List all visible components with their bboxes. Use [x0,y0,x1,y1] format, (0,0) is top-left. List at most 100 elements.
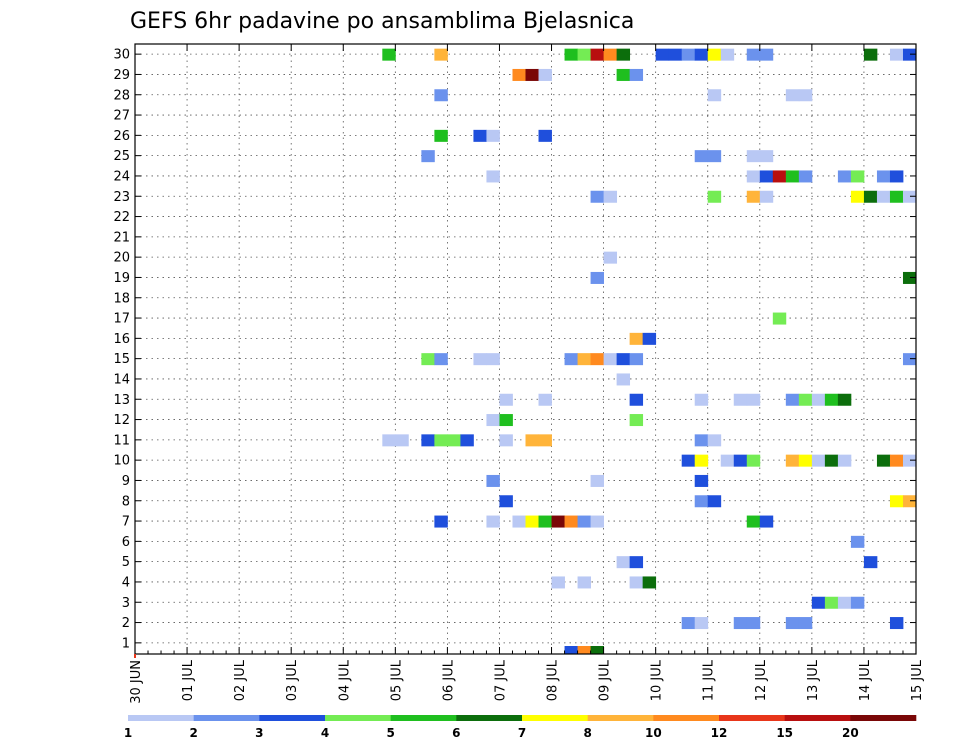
heatmap-cell [889,48,904,61]
heatmap-cell [629,393,644,406]
x-tick-label: 11 JUL [702,659,717,701]
heatmap-cell [746,48,761,61]
grid-lines [135,44,916,654]
y-tick-label: 2 [122,616,130,631]
heatmap-cell [642,576,657,589]
heatmap-cell [746,617,761,630]
heatmap-cell [512,515,526,528]
heatmap-cell [538,68,552,81]
y-tick-label: 3 [122,596,130,611]
heatmap-cell [577,48,591,61]
y-tick-label: 17 [113,312,130,327]
heatmap-cell [694,474,709,487]
heatmap-cell [707,89,722,102]
colorbar-segment [193,715,260,721]
heatmap-cell [798,170,813,183]
heatmap-cell [694,48,709,61]
heatmap-cell [525,515,539,528]
heatmap-cell [746,515,761,528]
heatmap-cell [837,393,852,406]
heatmap-cell [629,332,644,345]
colorbar-label: 7 [518,726,526,740]
heatmap-cell [759,515,774,528]
y-tick-label: 28 [113,88,130,103]
heatmap-cell [746,454,761,467]
heatmap-cell [902,353,917,366]
heatmap-cell [902,495,917,508]
heatmap-cell [902,454,917,467]
colorbar-label: 15 [776,726,793,740]
heatmap-cell [486,474,500,487]
heatmap-cell [460,434,474,447]
heatmap-cell [889,454,904,467]
y-tick-label: 13 [113,393,130,408]
heatmap-cell [603,190,618,203]
heatmap-cell [811,454,826,467]
colorbar-segment [653,715,720,721]
x-tick-label: 15 JUL [910,659,925,701]
heatmap-cell [473,129,487,142]
heatmap-cell [889,170,904,183]
x-tick-label: 14 JUL [858,659,873,701]
heatmap-cell [850,190,865,203]
heatmap-cell [525,68,539,81]
heatmap-cell [902,271,917,284]
colorbar-legend: 1 2 3 4 5 6 7 8 10 12 15 20 [124,715,917,740]
heatmap-cell [889,190,904,203]
heatmap-cell [551,515,565,528]
heatmap-cell [837,170,852,183]
x-tick-label: 12 JUL [754,659,769,701]
y-tick-label: 19 [113,271,130,286]
heatmap-cell [876,454,891,467]
heatmap-cell [421,353,435,366]
heatmap-cell [707,190,722,203]
heatmap-cell [759,190,774,203]
y-tick-label: 21 [113,230,130,245]
heatmap-cell [850,535,865,548]
heatmap-cell [694,434,709,447]
heatmap-cell [824,454,839,467]
heatmap-cell [694,454,709,467]
colorbar-label: 12 [711,726,728,740]
colorbar-label: 8 [583,726,591,740]
heatmap-cell [811,393,826,406]
heatmap-cell [616,353,631,366]
heatmap-cell [707,495,722,508]
heatmap-cell [564,353,578,366]
heatmap-cell [486,170,500,183]
heatmap-cell [473,353,487,366]
heatmap-cell [434,515,448,528]
heatmap-cell [616,48,631,61]
heatmap-cell [785,170,800,183]
heatmap-cell [798,89,813,102]
y-tick-label: 4 [122,575,130,590]
heatmap-cell [863,48,878,61]
y-tick-label: 27 [113,109,130,124]
heatmap-cell [499,393,513,406]
colorbar-label: 3 [255,726,263,740]
heatmap-cell [538,515,552,528]
y-tick-label: 11 [113,433,130,448]
y-tick-label: 10 [113,454,130,469]
colorbar-label: 1 [124,726,132,740]
heatmap-cell [564,646,578,654]
colorbar-segment [259,715,326,721]
y-tick-label: 20 [113,251,130,266]
heatmap-cell [395,434,409,447]
heatmap-cell [486,515,500,528]
heatmap-cell [759,150,774,163]
heatmap-cell [889,495,904,508]
y-tick-label: 5 [122,555,130,570]
heatmap-cell [538,393,552,406]
x-tick-label: 30 JUN [129,660,144,704]
heatmap-cell [746,393,761,406]
heatmap-cell [434,353,448,366]
y-tick-label: 18 [113,291,130,306]
heatmap-cell [720,454,735,467]
heatmap-cell [421,434,435,447]
y-tick-label: 25 [113,149,130,164]
heatmap-cell [850,170,865,183]
heatmap-cell [616,373,631,386]
heatmap-cell [382,48,396,61]
y-tick-label: 1 [122,636,130,651]
